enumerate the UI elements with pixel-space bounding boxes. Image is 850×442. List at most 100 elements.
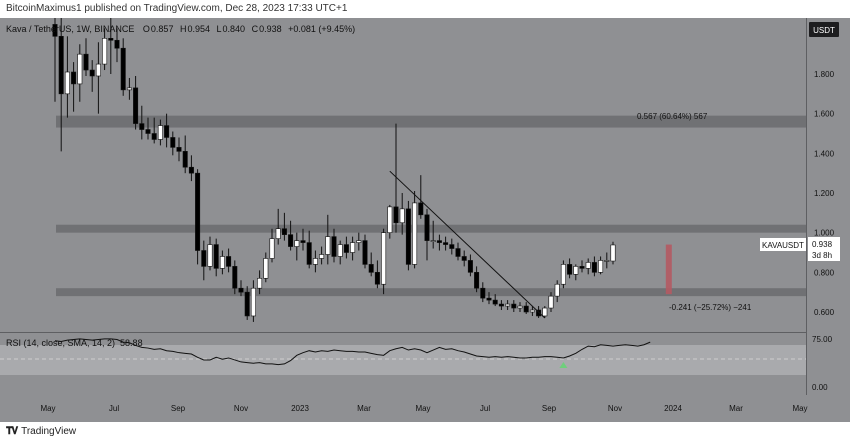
candle: [176, 137, 182, 162]
projection-highlight: [665, 244, 672, 295]
candle: [579, 260, 585, 273]
candle: [145, 117, 151, 140]
candle: [399, 193, 405, 235]
rsi-divergence-marker: [559, 361, 568, 368]
time-tick-label: Jul: [480, 404, 490, 413]
candle: [207, 236, 213, 271]
candle: [306, 230, 312, 269]
candle: [567, 258, 573, 279]
candle: [157, 119, 163, 146]
candle: [269, 228, 275, 263]
candle: [480, 282, 486, 303]
time-tick-label: Jul: [109, 404, 119, 413]
candle: [219, 250, 225, 275]
price-tick-label: 1.800: [814, 70, 835, 79]
candle: [114, 28, 120, 63]
candle: [436, 234, 442, 251]
price-tick-label: 0.800: [814, 268, 835, 277]
price-chart[interactable]: Kava / TetherUS, 1W, BINANCE O0.857 H0.9…: [0, 18, 850, 422]
time-tick-label: 2024: [664, 404, 682, 413]
candle: [505, 300, 511, 311]
candle: [77, 44, 83, 102]
candle: [188, 155, 194, 182]
candle: [226, 248, 232, 273]
time-tick-label: Sep: [542, 404, 557, 413]
candle: [498, 300, 504, 311]
footer: 𝐓𝐕 TradingView: [0, 422, 850, 442]
upper-target-annotation: 0.567 (60.64%) 567: [637, 112, 708, 121]
candle: [387, 204, 393, 239]
price-tick-label: 0.600: [814, 308, 835, 317]
candle: [548, 292, 554, 312]
candle: [275, 208, 281, 245]
candle: [325, 214, 331, 265]
candle: [170, 131, 176, 156]
candle: [337, 240, 343, 265]
candle: [263, 252, 269, 283]
price-tag: KAVAUSDT 0.938 3d 8h: [760, 237, 840, 261]
candle: [126, 77, 132, 100]
candle: [64, 36, 70, 118]
publish-info-text: BitcoinMaximus1 published on TradingView…: [6, 3, 348, 14]
candle: [213, 238, 219, 277]
price-tick-label: 1.000: [814, 229, 835, 238]
candle: [517, 302, 523, 312]
time-tick-label: May: [415, 404, 430, 413]
tradingview-logo[interactable]: 𝐓𝐕 TradingView: [6, 426, 76, 437]
candle: [312, 250, 318, 273]
candle: [250, 280, 256, 322]
candle: [523, 302, 529, 314]
time-tick-label: Mar: [729, 404, 743, 413]
price-tick-label: 1.400: [814, 149, 835, 158]
candle: [560, 260, 566, 289]
candle: [164, 113, 170, 148]
candle: [139, 105, 145, 140]
candle: [108, 18, 114, 74]
candle: [418, 175, 424, 219]
candle: [83, 38, 89, 76]
candle: [374, 260, 380, 289]
price-tag-symbol: KAVAUSDT: [762, 241, 804, 250]
candle: [120, 38, 126, 96]
candle: [300, 228, 306, 251]
candle: [244, 286, 250, 320]
candle: [71, 62, 77, 112]
rsi-band: [0, 345, 806, 375]
candle: [182, 135, 188, 174]
candle: [529, 306, 535, 316]
candle: [492, 294, 498, 307]
currency-box[interactable]: USDT: [809, 22, 839, 37]
candle: [350, 236, 356, 261]
time-tick-label: Nov: [608, 404, 622, 413]
candle: [281, 212, 287, 241]
rsi-axis-ticks: 75.00 0.00: [812, 335, 833, 392]
candle: [573, 264, 579, 281]
candle: [511, 300, 517, 312]
candles: [52, 18, 616, 322]
candle: [102, 28, 108, 71]
zone-1: [56, 224, 806, 233]
candle: [319, 246, 325, 265]
candle: [542, 306, 548, 318]
rsi-line: [54, 338, 651, 366]
lower-target-annotation: -0.241 (−25.72%) −241: [669, 303, 752, 312]
currency-label: USDT: [813, 26, 835, 35]
candle: [554, 280, 560, 303]
candle: [461, 250, 467, 267]
candle: [331, 228, 337, 263]
candle: [195, 169, 201, 265]
rsi-tick-label: 75.00: [812, 335, 833, 344]
candle: [393, 123, 399, 233]
candle: [52, 18, 58, 102]
candle: [381, 228, 387, 295]
rsi-tick-label: 0.00: [812, 383, 828, 392]
candle: [343, 236, 349, 259]
candle: [257, 270, 263, 295]
time-tick-label: Sep: [171, 404, 186, 413]
candle: [238, 280, 244, 297]
candle: [405, 200, 411, 271]
candle: [424, 208, 430, 261]
price-tag-countdown: 3d 8h: [812, 251, 832, 260]
time-tick-label: Mar: [357, 404, 371, 413]
candle: [604, 252, 610, 269]
